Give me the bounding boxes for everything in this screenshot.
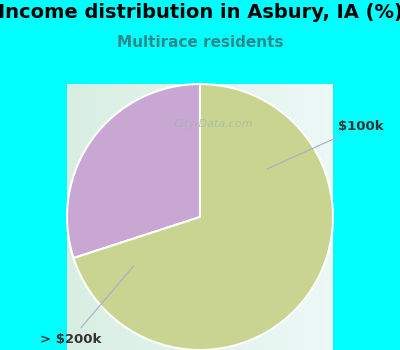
Text: City-Data.com: City-Data.com bbox=[174, 119, 253, 129]
Text: Multirace residents: Multirace residents bbox=[117, 35, 283, 50]
Text: > $200k: > $200k bbox=[40, 266, 134, 346]
Wedge shape bbox=[67, 84, 200, 258]
Wedge shape bbox=[74, 84, 333, 350]
Text: Income distribution in Asbury, IA (%): Income distribution in Asbury, IA (%) bbox=[0, 4, 400, 22]
Text: $100k: $100k bbox=[267, 120, 384, 169]
